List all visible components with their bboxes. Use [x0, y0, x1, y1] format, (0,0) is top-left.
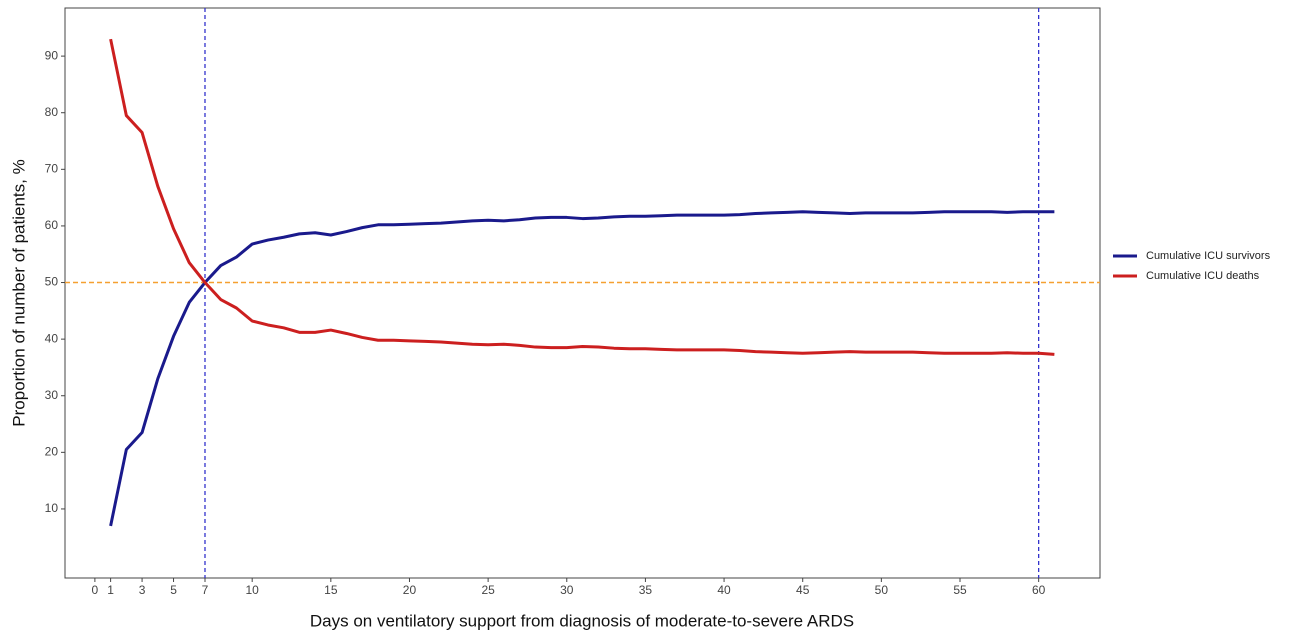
x-tick-label: 55 [953, 583, 967, 597]
y-axis-label: Proportion of number of patients, % [9, 159, 28, 426]
legend-label: Cumulative ICU survivors [1146, 250, 1271, 262]
x-tick-label: 20 [403, 583, 417, 597]
x-tick-label: 60 [1032, 583, 1046, 597]
plot-frame [64, 7, 1101, 579]
x-tick-label: 35 [639, 583, 653, 597]
line-series [109, 38, 1055, 356]
x-tick-label: 45 [796, 583, 810, 597]
x-tick-label: 50 [875, 583, 889, 597]
x-tick-label: 30 [560, 583, 574, 597]
x-tick-label: 0 [92, 583, 99, 597]
x-tick-label: 15 [324, 583, 338, 597]
y-tick-label: 20 [45, 445, 59, 459]
y-tick-label: 50 [45, 275, 59, 289]
x-axis-label: Days on ventilatory support from diagnos… [310, 611, 854, 630]
y-tick-label: 70 [45, 161, 59, 175]
y-tick-label: 80 [45, 105, 59, 119]
x-tick-label: 40 [717, 583, 731, 597]
x-tick-label: 1 [107, 583, 114, 597]
y-tick-label: 60 [45, 218, 59, 232]
x-tick-label: 7 [202, 583, 209, 597]
x-tick-label: 3 [139, 583, 146, 597]
line-series [109, 210, 1055, 527]
y-tick-label: 40 [45, 331, 59, 345]
legend-label: Cumulative ICU deaths [1146, 270, 1260, 282]
x-tick-label: 5 [170, 583, 177, 597]
x-tick-label: 10 [246, 583, 260, 597]
y-tick-label: 30 [45, 388, 59, 402]
y-tick-label: 90 [45, 48, 59, 62]
x-tick-label: 25 [481, 583, 495, 597]
y-tick-label: 10 [45, 501, 59, 515]
